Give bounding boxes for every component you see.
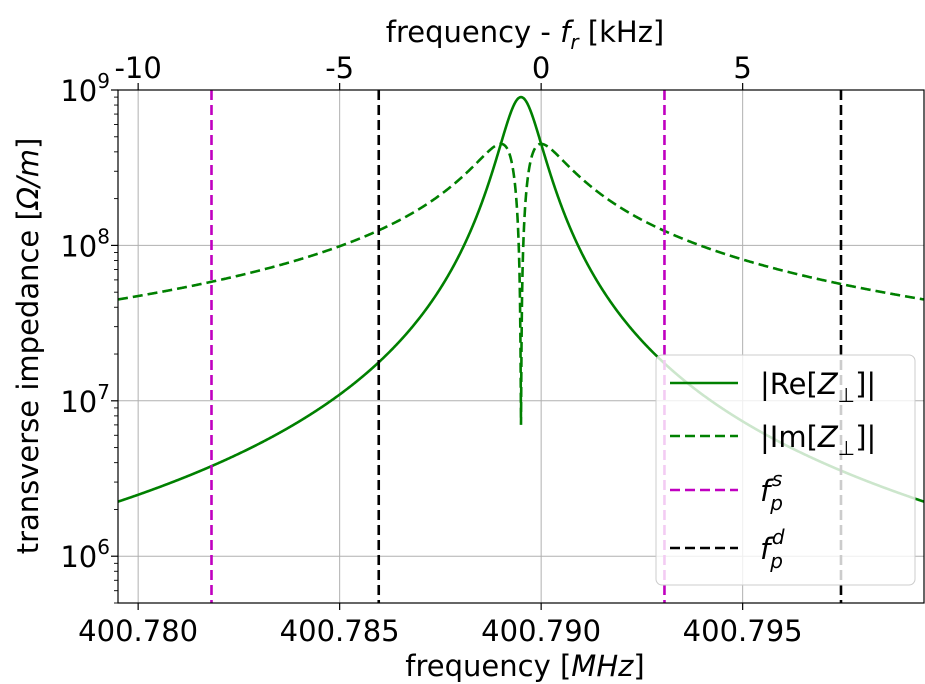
top-x-tick-label: -10 — [114, 51, 161, 85]
legend-label-re: |Re[Z⊥]| — [760, 367, 876, 407]
top-x-tick-label: -5 — [325, 51, 354, 85]
legend-box — [655, 354, 916, 586]
x-tick-label: 400.780 — [78, 614, 198, 648]
y-tick-label: 107 — [60, 380, 110, 419]
axis-ticks: 400.780 400.785 400.790 400.795 -10 -5 0 5 106 10… — [60, 51, 802, 648]
top-x-axis-label: frequency - fr [kHz] — [386, 15, 664, 54]
legend-label-fpd: fpd — [760, 525, 785, 573]
x-tick-label: 400.790 — [481, 614, 601, 648]
x-tick-label: 400.795 — [683, 614, 803, 648]
y-tick-label: 106 — [60, 535, 110, 574]
y-tick-label: 108 — [60, 224, 110, 263]
x-axis-label: frequency [MHz] — [405, 649, 644, 683]
legend-label-im: |Im[Z⊥]| — [760, 420, 876, 460]
y-axis-label: transverse impedance [Ω/m] — [11, 138, 45, 555]
plot-area-frame — [117, 89, 925, 604]
x-tick-label: 400.785 — [280, 614, 400, 648]
series-im-line — [117, 142, 925, 425]
y-tick-label: 109 — [60, 69, 110, 108]
top-x-tick-label: 5 — [733, 51, 751, 85]
legend-label-fps: fps — [760, 467, 783, 515]
legend: |Re[Z⊥]| |Im[Z⊥]| fps fpd — [655, 354, 916, 586]
top-x-tick-label: 0 — [532, 51, 550, 85]
